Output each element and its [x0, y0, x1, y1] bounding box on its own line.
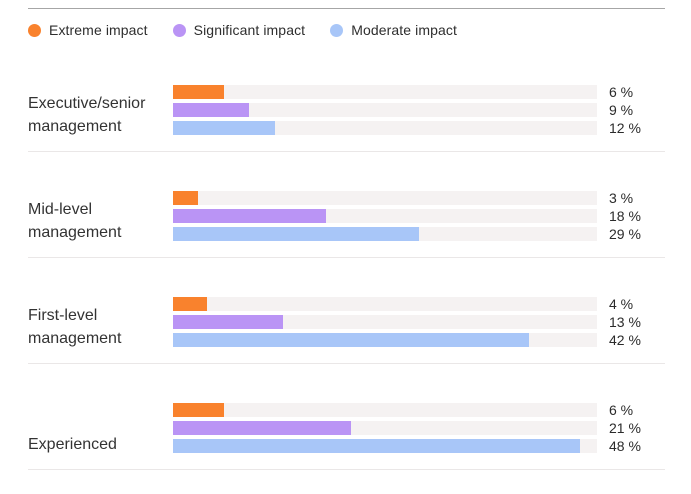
legend: Extreme impact Significant impact Modera…	[28, 21, 665, 39]
bar-value-label: 9 %	[609, 102, 634, 118]
bar-track	[173, 315, 597, 329]
bar-value-label: 21 %	[609, 420, 641, 436]
bar-row: 13 %	[173, 314, 665, 330]
bar-track	[173, 85, 597, 99]
legend-label: Moderate impact	[351, 22, 457, 38]
bar-fill	[173, 191, 199, 205]
bar-fill	[173, 227, 419, 241]
bar-value-label: 29 %	[609, 226, 641, 242]
category-group: Mid-level management 3 % 18 % 29 %	[28, 152, 665, 258]
impact-bar-chart: Extreme impact Significant impact Modera…	[28, 0, 665, 470]
bar-track	[173, 439, 597, 453]
bar-row: 6 %	[173, 402, 665, 418]
bar-track	[173, 227, 597, 241]
bar-row: 3 %	[173, 190, 665, 206]
bar-value-label: 6 %	[609, 84, 634, 100]
legend-dot-moderate-icon	[330, 23, 344, 37]
legend-label: Significant impact	[193, 22, 306, 38]
bar-track	[173, 297, 597, 311]
bar-fill	[173, 315, 284, 329]
bar-row: 21 %	[173, 420, 665, 436]
bar-track	[173, 103, 597, 117]
bar-track	[173, 191, 597, 205]
bar-track	[173, 403, 597, 417]
bar-value-label: 6 %	[609, 402, 634, 418]
bar-row: 18 %	[173, 208, 665, 224]
category-group: First-level management 4 % 13 % 42 %	[28, 258, 665, 364]
bar-value-label: 4 %	[609, 296, 634, 312]
bar-fill	[173, 403, 224, 417]
bar-fill	[173, 121, 275, 135]
category-group: Executive/senior management 6 % 9 % 12 %	[28, 39, 665, 152]
bar-fill	[173, 421, 352, 435]
bar-fill	[173, 439, 581, 453]
bar-fill	[173, 85, 224, 99]
bar-value-label: 42 %	[609, 332, 641, 348]
bar-row: 6 %	[173, 84, 665, 100]
bar-rows: 6 % 9 % 12 %	[173, 84, 665, 136]
bar-value-label: 3 %	[609, 190, 634, 206]
top-divider	[28, 8, 665, 9]
bar-row: 12 %	[173, 120, 665, 136]
category-group: Experienced 6 % 21 % 48 %	[28, 364, 665, 470]
bar-fill	[173, 103, 250, 117]
legend-item-significant-impact: Significant impact	[172, 22, 306, 38]
bar-row: 48 %	[173, 438, 665, 454]
bar-rows: 6 % 21 % 48 %	[173, 402, 665, 454]
legend-label: Extreme impact	[49, 22, 148, 38]
bar-row: 4 %	[173, 296, 665, 312]
bar-value-label: 48 %	[609, 438, 641, 454]
bar-groups: Executive/senior management 6 % 9 % 12 % Mid…	[28, 39, 665, 470]
bar-value-label: 18 %	[609, 208, 641, 224]
legend-dot-extreme-icon	[28, 23, 41, 37]
bar-rows: 3 % 18 % 29 %	[173, 190, 665, 242]
bar-fill	[173, 209, 326, 223]
bar-row: 29 %	[173, 226, 665, 242]
bar-fill	[173, 297, 207, 311]
category-label: Mid-level management	[28, 201, 122, 241]
bar-fill	[173, 333, 530, 347]
bar-row: 42 %	[173, 332, 665, 348]
bar-value-label: 12 %	[609, 120, 641, 136]
bar-row: 9 %	[173, 102, 665, 118]
legend-dot-significant-icon	[172, 23, 186, 37]
bar-track	[173, 333, 597, 347]
category-label: First-level management	[28, 307, 122, 347]
legend-item-extreme-impact: Extreme impact	[28, 22, 148, 38]
bar-track	[173, 209, 597, 223]
bar-rows: 4 % 13 % 42 %	[173, 296, 665, 348]
category-label: Experienced	[28, 436, 117, 453]
bar-track	[173, 421, 597, 435]
bar-track	[173, 121, 597, 135]
category-label: Executive/senior management	[28, 95, 146, 135]
bar-value-label: 13 %	[609, 314, 641, 330]
legend-item-moderate-impact: Moderate impact	[330, 22, 457, 38]
